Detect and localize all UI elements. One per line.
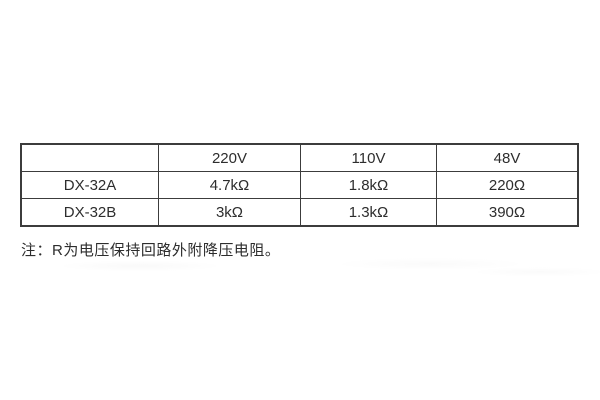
resistance-value: 1.8kΩ (300, 171, 437, 199)
row-label-dx-32a: DX-32A (20, 171, 159, 199)
table-row: DX-32A 4.7kΩ 1.8kΩ 220Ω (20, 171, 579, 199)
column-header-220v: 220V (158, 143, 301, 172)
table-row: DX-32B 3kΩ 1.3kΩ 390Ω (20, 198, 579, 227)
corner-header-cell (20, 143, 159, 172)
note-text: 注：R为电压保持回路外附降压电阻。 (21, 242, 281, 259)
resistance-spec-table: 220V 110V 48V DX-32A 4.7kΩ 1.8kΩ 220Ω DX… (20, 143, 579, 227)
resistance-spec-table-wrap: 220V 110V 48V DX-32A 4.7kΩ 1.8kΩ 220Ω DX… (20, 143, 579, 227)
column-header-110v: 110V (300, 143, 437, 172)
resistance-value: 390Ω (436, 198, 579, 227)
resistance-value: 1.3kΩ (300, 198, 437, 227)
row-label-dx-32b: DX-32B (20, 198, 159, 227)
resistance-value: 3kΩ (158, 198, 301, 227)
header-row: 220V 110V 48V (20, 143, 579, 172)
column-header-48v: 48V (436, 143, 579, 172)
resistance-value: 4.7kΩ (158, 171, 301, 199)
resistance-value: 220Ω (436, 171, 579, 199)
